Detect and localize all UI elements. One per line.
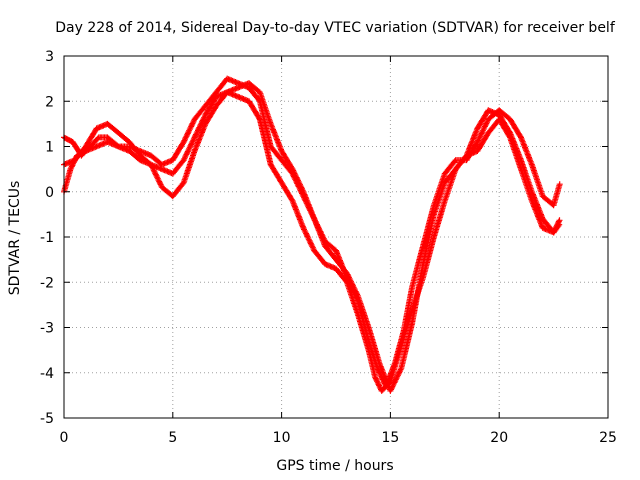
y-tick-label: 2	[45, 94, 54, 110]
tick-labels: 0 5 10 15 20 25 -5 -4 -3 -2 -1 0 1 2 3	[40, 49, 617, 446]
y-tick-label: -3	[40, 321, 54, 337]
x-tick-label: 10	[273, 430, 291, 446]
x-tick-label: 25	[599, 430, 617, 446]
y-tick-label: 3	[45, 49, 54, 65]
x-tick-label: 0	[60, 430, 69, 446]
x-axis-label: GPS time / hours	[276, 458, 393, 474]
chart-title: Day 228 of 2014, Sidereal Day-to-day VTE…	[55, 20, 616, 36]
x-tick-label: 20	[490, 430, 508, 446]
tick-marks	[63, 55, 609, 419]
y-tick-label: -4	[40, 366, 54, 382]
x-tick-label: 5	[168, 430, 177, 446]
y-tick-label: -1	[40, 230, 54, 246]
y-tick-label: 0	[45, 185, 54, 201]
y-tick-label: -2	[40, 275, 54, 291]
y-tick-label: -5	[40, 411, 54, 427]
x-tick-label: 15	[381, 430, 399, 446]
y-axis-label: SDTVAR / TECUs	[7, 181, 23, 296]
y-tick-label: 1	[45, 140, 54, 156]
